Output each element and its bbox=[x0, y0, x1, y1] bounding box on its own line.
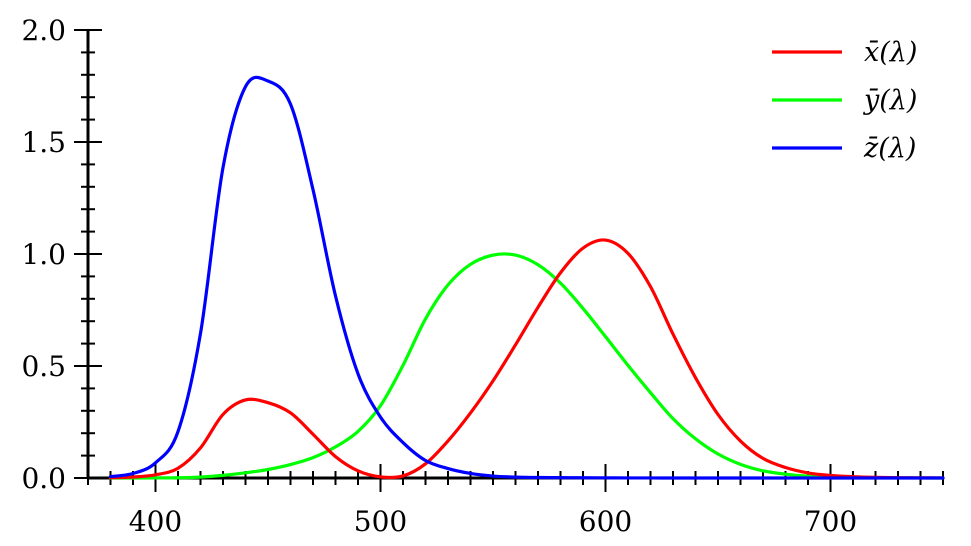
y-tick-label: 0.0 bbox=[21, 462, 66, 495]
x-tick-label: 600 bbox=[579, 505, 632, 538]
y-tick-label: 0.5 bbox=[21, 350, 66, 383]
axes: 0.0 0.5 1.0 1.5 2.0 400 500 600 700 bbox=[21, 14, 944, 538]
x-tick-label: 500 bbox=[354, 505, 407, 538]
y-tick-label: 1.0 bbox=[21, 238, 66, 271]
series-z-bar-line bbox=[108, 75, 945, 480]
legend-label: ȳ(λ) bbox=[863, 85, 917, 116]
y-tick-label: 2.0 bbox=[21, 14, 66, 47]
legend-label: x̄(λ) bbox=[864, 37, 917, 68]
legend: x̄(λ) ȳ(λ) z̄(λ) bbox=[772, 37, 917, 164]
x-tick-label: 700 bbox=[804, 505, 857, 538]
series-x-bar-line bbox=[108, 238, 945, 480]
series-y-bar-line bbox=[108, 252, 945, 480]
legend-item-x-bar: x̄(λ) bbox=[772, 37, 917, 68]
x-tick-label: 400 bbox=[129, 505, 182, 538]
legend-label: z̄(λ) bbox=[863, 133, 916, 164]
series-layer bbox=[108, 75, 945, 480]
y-tick-label: 1.5 bbox=[21, 126, 66, 159]
legend-item-y-bar: ȳ(λ) bbox=[772, 85, 917, 116]
legend-item-z-bar: z̄(λ) bbox=[772, 133, 916, 164]
